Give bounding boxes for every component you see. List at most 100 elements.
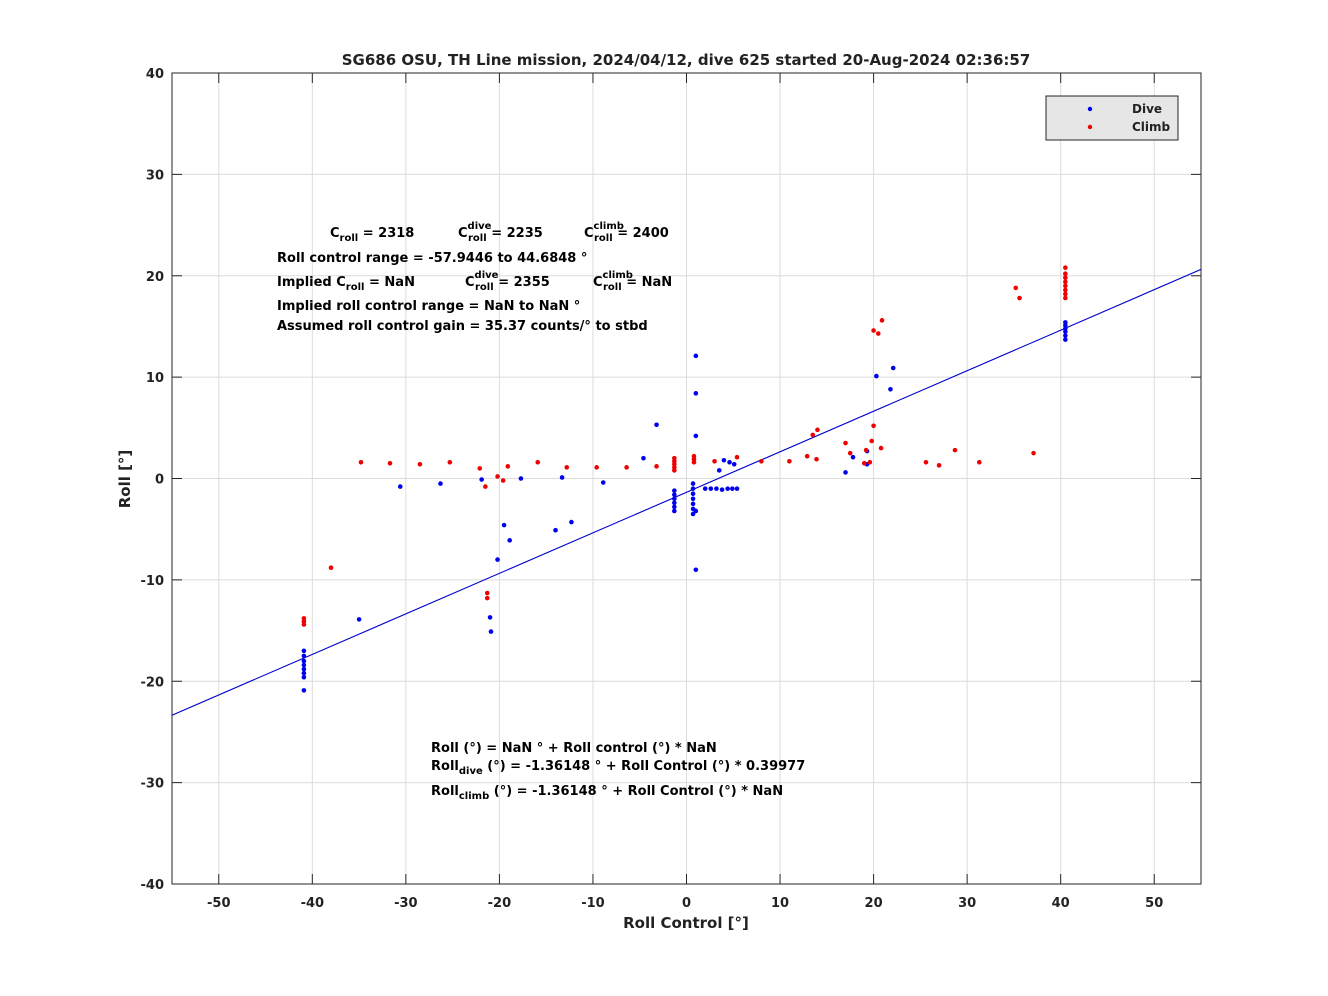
implied-c-climb-text: Cclimb roll = NaN	[593, 270, 672, 293]
x-tick-label: 30	[958, 896, 976, 911]
dive-point	[301, 662, 307, 668]
y-tick-label: 40	[146, 67, 164, 82]
climb-point	[672, 455, 677, 461]
dive-point	[727, 459, 732, 465]
dive-point	[569, 519, 574, 525]
climb-point	[976, 459, 982, 465]
dive-point	[890, 365, 896, 371]
dive-point	[553, 527, 558, 533]
dive-point	[672, 496, 677, 502]
dive-point	[693, 433, 699, 439]
dive-point	[693, 391, 699, 396]
dive-point	[690, 511, 696, 517]
dive-point	[731, 462, 737, 467]
chart-title: SG686 OSU, TH Line mission, 2024/04/12, …	[342, 51, 1031, 69]
x-tick-label: -30	[394, 896, 418, 911]
climb-point	[495, 474, 500, 479]
dive-point	[301, 674, 307, 680]
y-tick-label: 10	[146, 371, 164, 386]
gain-text: Assumed roll control gain = 35.37 counts…	[277, 319, 648, 334]
climb-point	[869, 438, 875, 444]
x-tick-label: -20	[488, 896, 512, 911]
climb-point	[483, 484, 488, 489]
climb-point	[691, 453, 697, 459]
climb-point	[358, 459, 364, 465]
x-tick-label: 20	[865, 896, 883, 911]
dive-point	[301, 648, 307, 654]
c-roll-text: Croll = 2318	[330, 226, 414, 244]
dive-point	[507, 538, 512, 543]
x-tick-labels: -50 -40 -30 -20 -10 0 10 20 30 40 50	[207, 896, 1163, 911]
x-tick-label: -50	[207, 896, 231, 911]
dive-point	[850, 454, 856, 460]
dive-point	[356, 617, 362, 622]
dive-point	[874, 373, 879, 379]
climb-point	[787, 458, 792, 464]
x-tick-label: -10	[581, 896, 605, 911]
dive-point	[641, 455, 646, 461]
legend-label-dive: Dive	[1132, 102, 1162, 116]
dive-point	[690, 491, 696, 497]
climb-point	[863, 447, 869, 453]
fit-line	[172, 268, 1201, 716]
x-tick-label: 50	[1145, 896, 1163, 911]
dive-point	[654, 422, 659, 428]
implied-c-roll-text: Implied Croll = NaN	[277, 275, 415, 293]
y-tick-label: -30	[141, 777, 165, 792]
climb-point	[810, 432, 816, 438]
dive-point	[693, 353, 699, 359]
axis-ticks	[172, 72, 1201, 885]
dive-point	[479, 477, 484, 482]
dive-point	[708, 486, 714, 491]
implied-c-dive-text: Cdive roll = 2355	[465, 270, 550, 293]
dive-point	[690, 496, 696, 502]
climb-point	[624, 465, 629, 470]
dive-point	[690, 486, 696, 491]
c-dive-text: Cdive roll = 2235	[458, 221, 543, 244]
climb-point	[484, 590, 490, 596]
dive-point	[734, 486, 740, 491]
equation-roll-dive: Rolldive (°) = -1.36148 ° + Roll Control…	[431, 759, 805, 777]
y-tick-label: 20	[146, 270, 164, 285]
climb-point	[871, 328, 876, 333]
equation-roll-climb: Rollclimb (°) = -1.36148 ° + Roll Contro…	[431, 784, 783, 802]
series-dive	[301, 320, 1068, 693]
climb-point	[564, 465, 570, 470]
x-tick-label: 0	[682, 896, 691, 911]
dive-point	[438, 481, 443, 486]
legend-label-climb: Climb	[1132, 120, 1171, 134]
climb-point	[654, 464, 659, 469]
dive-point	[672, 492, 677, 498]
dive-point	[301, 666, 307, 672]
climb-point	[1013, 285, 1019, 291]
climb-point	[815, 427, 820, 433]
dive-point	[495, 557, 500, 562]
dive-point	[487, 615, 493, 620]
climb-point	[328, 565, 334, 571]
climb-point	[804, 453, 810, 459]
climb-point	[936, 463, 942, 468]
dive-point	[518, 476, 524, 481]
climb-point	[387, 460, 393, 466]
climb-point	[417, 462, 423, 467]
climb-point	[500, 478, 506, 483]
dive-point	[693, 567, 699, 573]
legend: Dive Climb	[1045, 95, 1179, 141]
dive-point	[301, 658, 307, 664]
dive-point	[1063, 320, 1068, 325]
roll-control-range-text: Roll control range = -57.9446 to 44.6848…	[277, 251, 587, 266]
series-climb	[301, 265, 1068, 627]
climb-point	[1063, 271, 1068, 277]
y-tick-labels: -40 -30 -20 -10 0 10 20 30 40	[141, 67, 165, 893]
dive-point	[730, 486, 735, 491]
climb-point	[759, 458, 764, 464]
climb-point	[1017, 295, 1022, 301]
equation-annotations: Roll (°) = NaN ° + Roll control (°) * Na…	[431, 741, 805, 802]
climb-point	[875, 331, 881, 336]
climb-point	[843, 440, 848, 446]
y-axis-label: Roll [°]	[116, 450, 134, 509]
climb-point	[594, 465, 599, 470]
y-tick-label: -20	[141, 675, 165, 690]
implied-range-text: Implied roll control range = NaN to NaN …	[277, 299, 580, 314]
plot-frame	[171, 72, 1202, 885]
